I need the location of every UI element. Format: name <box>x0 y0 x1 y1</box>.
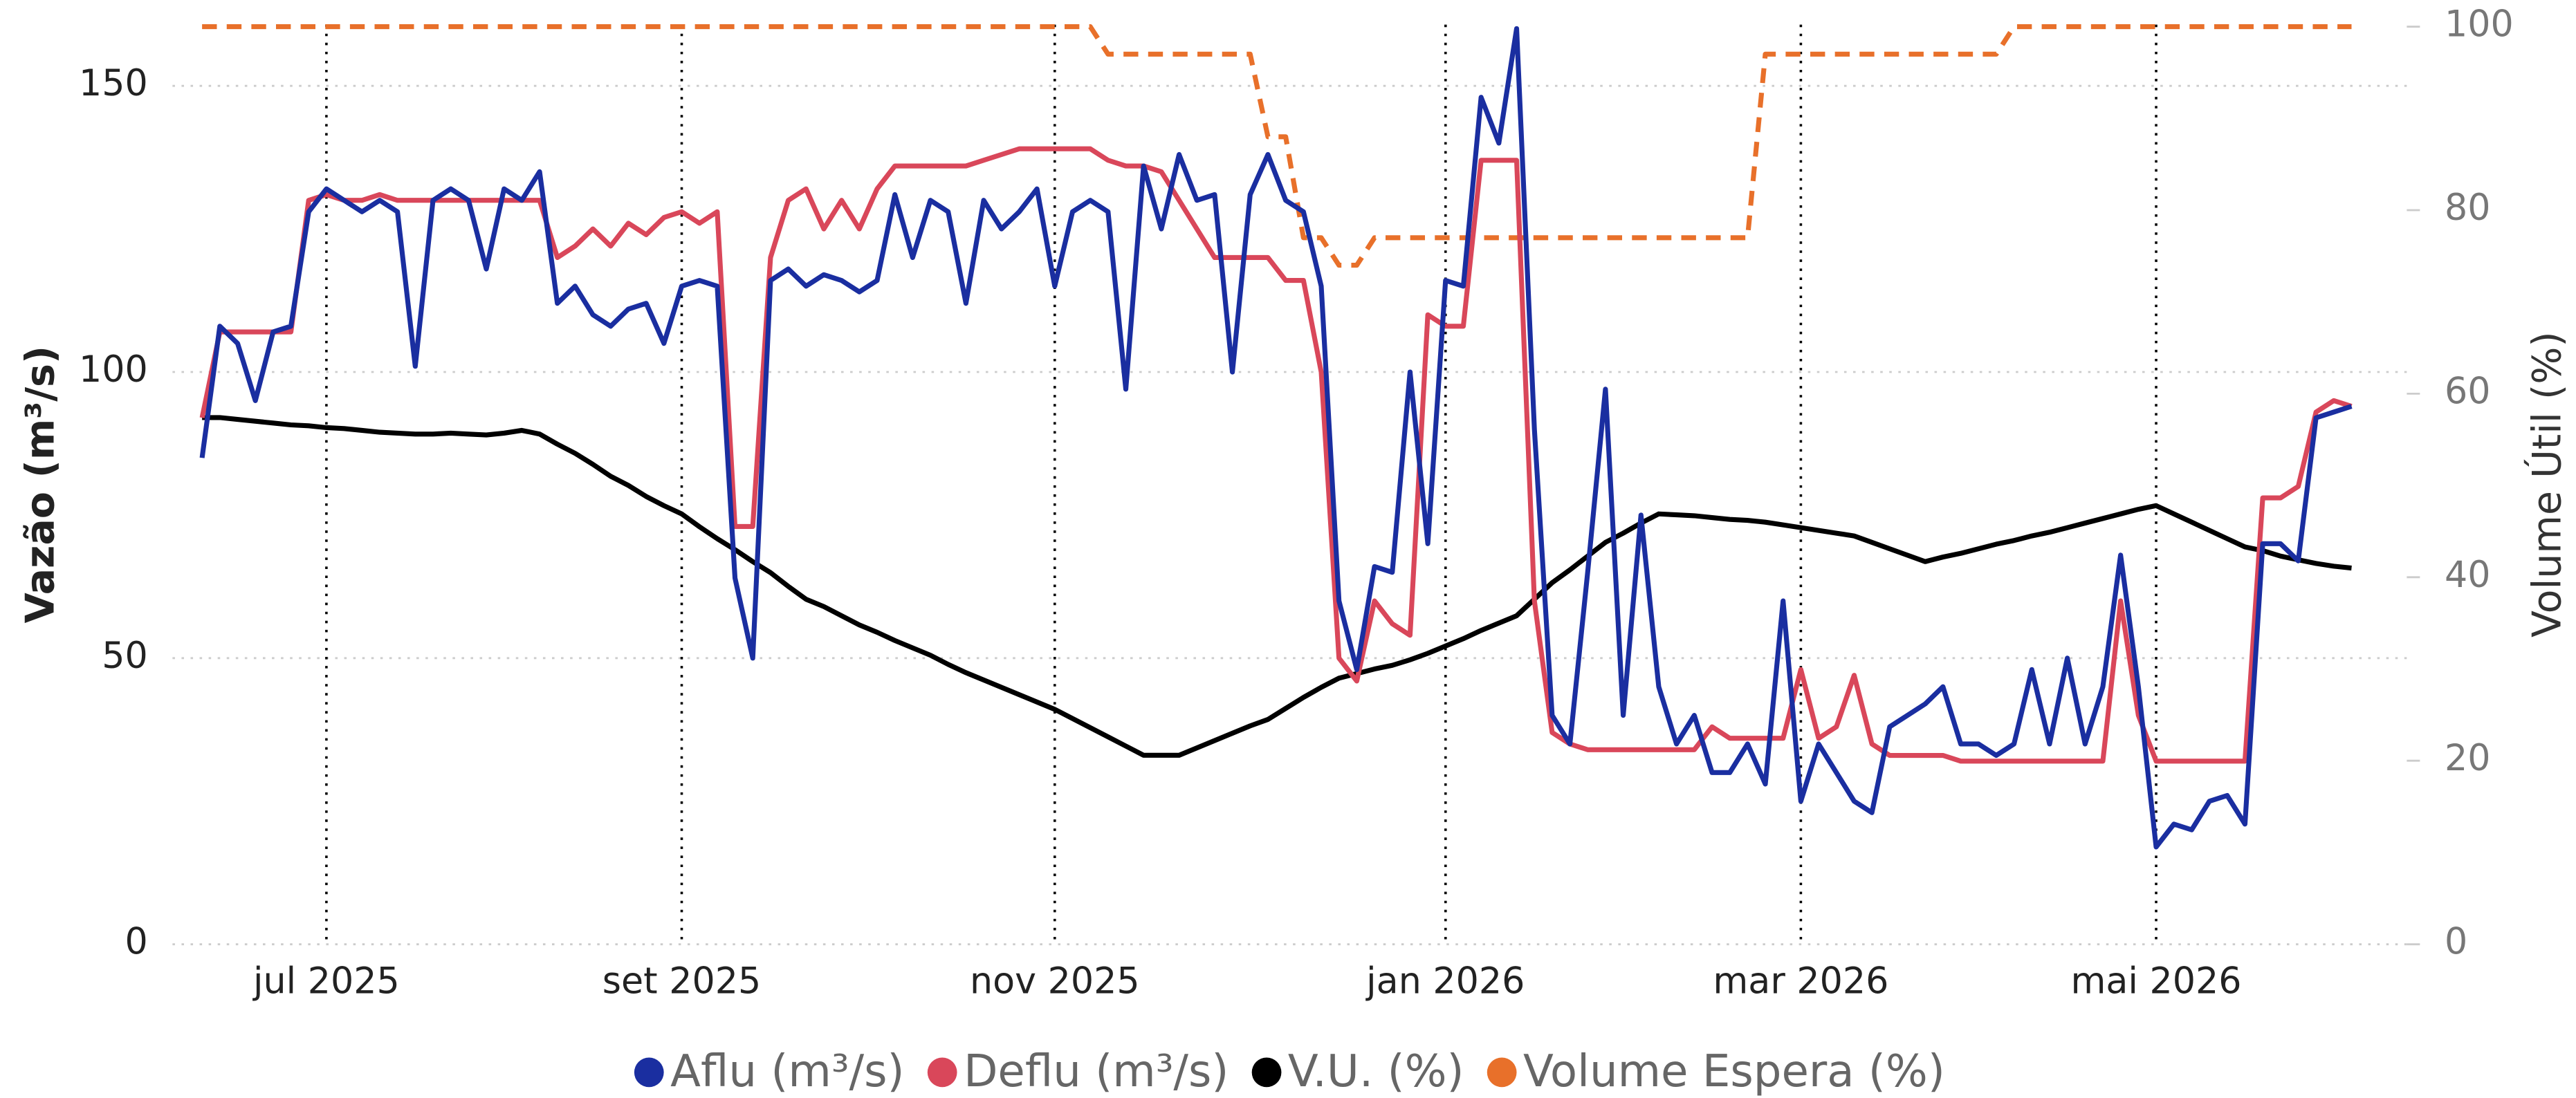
grid-layer <box>172 24 2420 946</box>
x-tick-label: set 2025 <box>602 961 761 1003</box>
legend-label: Volume Espera (%) <box>1523 1045 1945 1097</box>
legend-marker <box>927 1057 957 1088</box>
y2-axis-title: Volume Útil (%) <box>2523 331 2570 638</box>
y2-tick-label: 60 <box>2445 371 2491 412</box>
series-line <box>202 24 2352 268</box>
x-tick-label: mar 2026 <box>1713 961 1888 1003</box>
series-layer <box>199 24 2353 850</box>
legend-marker <box>1487 1057 1517 1088</box>
x-tick-label: mai 2026 <box>2071 961 2242 1003</box>
legend-label: Deflu (m³/s) <box>964 1045 1229 1097</box>
y-tick-label: 0 <box>125 922 148 963</box>
series-line <box>199 146 2353 764</box>
legend-marker <box>1251 1057 1282 1088</box>
series-line <box>202 415 2352 758</box>
y2-tick-label: 20 <box>2445 738 2491 779</box>
legend: Aflu (m³/s) Deflu (m³/s) V.U. (%) Volume Es… <box>634 1045 1945 1097</box>
series-line <box>199 26 2353 850</box>
y2-tick-label: 0 <box>2445 922 2467 963</box>
y-tick-label: 100 <box>79 349 148 391</box>
x-tick-label: jan 2026 <box>1365 961 1525 1003</box>
y-tick-label: 150 <box>79 63 148 104</box>
x-tick-label: jul 2025 <box>252 961 400 1003</box>
y2-tick-label: 100 <box>2445 4 2514 46</box>
y-tick-label: 50 <box>102 635 148 677</box>
x-tick-label: nov 2025 <box>970 961 1140 1003</box>
legend-label: Aflu (m³/s) <box>670 1045 904 1097</box>
legend-label: V.U. (%) <box>1288 1045 1464 1097</box>
y-axis-title: Vazão (m³/s) <box>17 346 63 623</box>
y2-tick-label: 40 <box>2445 555 2491 596</box>
legend-marker <box>634 1057 664 1088</box>
y2-tick-label: 80 <box>2445 187 2491 229</box>
label-layer: Vazão (m³/s) Volume Útil (%) 0 50 100 150 0 2… <box>17 4 2570 1003</box>
